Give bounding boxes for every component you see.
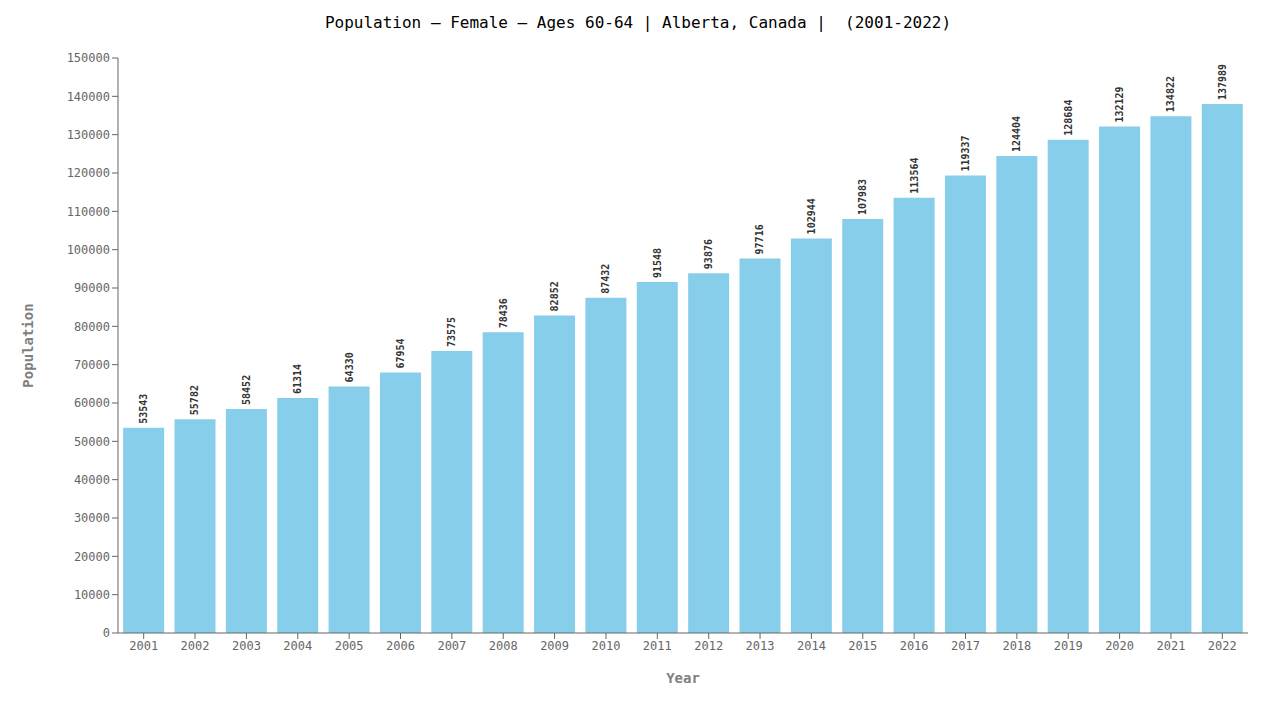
svg-text:20000: 20000 <box>74 550 110 564</box>
svg-text:78436: 78436 <box>498 298 509 328</box>
svg-text:128684: 128684 <box>1063 100 1074 136</box>
svg-text:119337: 119337 <box>960 135 971 171</box>
svg-text:Year: Year <box>666 670 700 686</box>
svg-text:82852: 82852 <box>549 281 560 311</box>
svg-text:2020: 2020 <box>1105 639 1134 653</box>
svg-text:2006: 2006 <box>386 639 415 653</box>
svg-text:70000: 70000 <box>74 358 110 372</box>
svg-text:102944: 102944 <box>806 198 817 234</box>
svg-text:134822: 134822 <box>1165 76 1176 112</box>
svg-text:113564: 113564 <box>909 158 920 194</box>
svg-text:55782: 55782 <box>190 385 201 415</box>
svg-text:2019: 2019 <box>1054 639 1083 653</box>
svg-text:2022: 2022 <box>1208 639 1237 653</box>
svg-text:2008: 2008 <box>489 639 518 653</box>
svg-text:120000: 120000 <box>67 166 110 180</box>
html-text:Population – Female – Ages 60-: Population – Female – Ages 60-64 | Alber… <box>324 13 952 32</box>
svg-text:2009: 2009 <box>540 639 569 653</box>
svg-text:2013: 2013 <box>746 639 775 653</box>
svg-text:58452: 58452 <box>241 375 252 405</box>
svg-text:2004: 2004 <box>283 639 312 653</box>
svg-text:64330: 64330 <box>344 352 355 382</box>
svg-text:137989: 137989 <box>1217 64 1228 100</box>
svg-text:140000: 140000 <box>67 90 110 104</box>
svg-text:Population: Population <box>20 303 36 387</box>
svg-text:87432: 87432 <box>600 264 611 294</box>
svg-text:67954: 67954 <box>395 338 406 368</box>
svg-text:91548: 91548 <box>652 248 663 278</box>
svg-text:2018: 2018 <box>1002 639 1031 653</box>
svg-text:2001: 2001 <box>129 639 158 653</box>
svg-text:80000: 80000 <box>74 320 110 334</box>
svg-text:50000: 50000 <box>74 435 110 449</box>
svg-text:93876: 93876 <box>703 239 714 269</box>
svg-text:2015: 2015 <box>848 639 877 653</box>
svg-text:61314: 61314 <box>292 364 303 394</box>
svg-text:97716: 97716 <box>755 224 766 254</box>
svg-text:2021: 2021 <box>1157 639 1186 653</box>
svg-text:53543: 53543 <box>138 394 149 424</box>
svg-text:100000: 100000 <box>67 243 110 257</box>
svg-text:2012: 2012 <box>694 639 723 653</box>
svg-text:2002: 2002 <box>181 639 210 653</box>
svg-text:90000: 90000 <box>74 281 110 295</box>
svg-text:2005: 2005 <box>335 639 364 653</box>
svg-text:130000: 130000 <box>67 128 110 142</box>
svg-text:40000: 40000 <box>74 473 110 487</box>
svg-text:2003: 2003 <box>232 639 261 653</box>
svg-text:110000: 110000 <box>67 205 110 219</box>
svg-text:2014: 2014 <box>797 639 826 653</box>
svg-text:10000: 10000 <box>74 588 110 602</box>
svg-text:30000: 30000 <box>74 511 110 525</box>
svg-text:2017: 2017 <box>951 639 980 653</box>
svg-text:60000: 60000 <box>74 396 110 410</box>
svg-text:73575: 73575 <box>446 317 457 347</box>
svg-text:0: 0 <box>103 626 110 640</box>
svg-text:150000: 150000 <box>67 51 110 65</box>
svg-text:2007: 2007 <box>437 639 466 653</box>
svg-text:124404: 124404 <box>1011 116 1022 152</box>
svg-text:132129: 132129 <box>1114 86 1125 122</box>
svg-text:2016: 2016 <box>900 639 929 653</box>
svg-text:2010: 2010 <box>592 639 621 653</box>
svg-text:2011: 2011 <box>643 639 672 653</box>
svg-text:107983: 107983 <box>857 179 868 215</box>
